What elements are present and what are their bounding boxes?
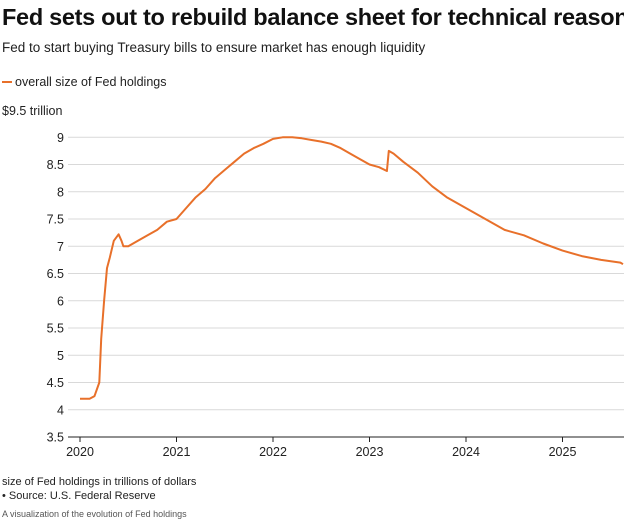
unit-note: size of Fed holdings in trillions of dol… <box>2 476 197 488</box>
x-tick-label: 2024 <box>452 445 480 459</box>
x-tick-label: 2023 <box>356 445 384 459</box>
y-tick-label: 5.5 <box>47 322 64 336</box>
y-tick-label: 3.5 <box>47 431 64 445</box>
legend-swatch <box>2 81 12 83</box>
chart-title: Fed sets out to rebuild balance sheet fo… <box>2 4 624 30</box>
legend: overall size of Fed holdings <box>2 75 166 89</box>
y-tick-label: 7.5 <box>47 213 64 227</box>
line-chart: 3.544.555.566.577.588.59 2020 2021 2022 202… <box>47 131 624 459</box>
legend-label: overall size of Fed holdings <box>15 75 167 89</box>
y-tick-label: 8.5 <box>47 158 64 172</box>
y-tick-label: 8 <box>57 185 64 199</box>
x-tick-label: 2022 <box>259 445 287 459</box>
y-tick-label: 7 <box>57 240 64 254</box>
gridlines <box>68 136 624 411</box>
y-tick-label: 4 <box>57 403 64 417</box>
x-tick-label: 2025 <box>549 445 577 459</box>
fed-holdings-line <box>80 136 624 400</box>
y-tick-label: 5 <box>57 349 64 363</box>
chart-subtitle: Fed to start buying Treasury bills to en… <box>2 40 426 55</box>
y-axis-top-label: $9.5 trillion <box>2 104 63 118</box>
y-tick-label: 9 <box>57 131 64 145</box>
y-axis-ticks: 3.5 4 4.5 5 5.5 6 6.5 7 7.5 8 8.5 9 <box>47 131 64 445</box>
x-tick-label: 2021 <box>163 445 191 459</box>
x-axis-ticks: 2020 2021 2022 2023 2024 2025 <box>66 437 576 459</box>
x-tick-label: 2020 <box>66 445 94 459</box>
caption: A visualization of the evolution of Fed … <box>2 509 187 519</box>
source-note: • Source: U.S. Federal Reserve <box>2 490 156 502</box>
y-tick-label: 4.5 <box>47 376 64 390</box>
y-tick-label: 6.5 <box>47 267 64 281</box>
y-tick-label: 6 <box>57 294 64 308</box>
